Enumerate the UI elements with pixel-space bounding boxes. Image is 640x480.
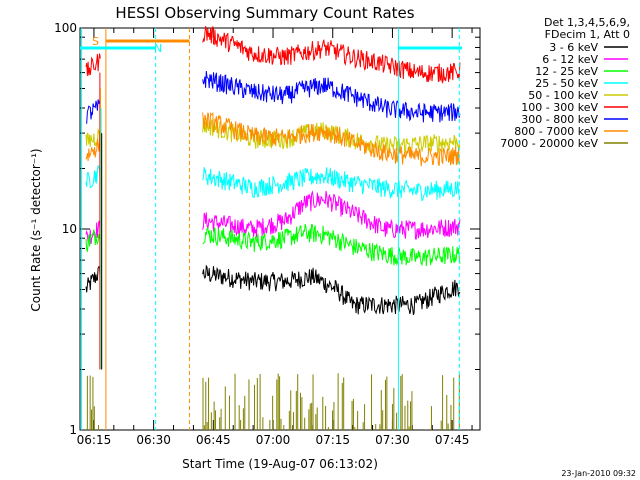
annotation-s: S [92, 35, 99, 48]
y-tick-label: 10 [62, 222, 77, 236]
y-axis-label: Count Rate (s⁻¹ detector⁻¹) [29, 148, 43, 311]
timestamp: 23-Jan-2010 09:32 [561, 469, 636, 478]
series-12-25keV [85, 223, 461, 267]
series-line [85, 111, 461, 167]
series-line [85, 165, 461, 202]
legend-label: 12 - 25 keV [535, 65, 598, 78]
series-3-6keV [85, 264, 461, 315]
legend-label: 7000 - 20000 keV [500, 137, 598, 150]
series-100-300keV [85, 26, 461, 85]
series-25-50keV [85, 165, 461, 202]
series-line [86, 71, 461, 124]
legend-header-line-1: Det 1,3,4,5,6,9, [544, 16, 630, 29]
legend-label: 800 - 7000 keV [514, 125, 598, 138]
series-6-12keV [85, 190, 461, 245]
x-tick-label: 07:45 [435, 433, 470, 447]
chart-title: HESSI Observing Summary Count Rates [115, 4, 414, 22]
y-tick-label: 1 [69, 423, 77, 437]
x-tick-label: 06:30 [136, 433, 171, 447]
legend-label: 50 - 100 keV [528, 89, 598, 102]
series-line [85, 264, 461, 315]
x-tick-label: 06:45 [196, 433, 231, 447]
legend-label: 300 - 800 keV [521, 113, 598, 126]
y-tick-label: 100 [54, 21, 77, 35]
legend-label: 6 - 12 keV [542, 53, 598, 66]
annotation-n: N [154, 42, 162, 55]
x-axis-label: Start Time (19-Aug-07 06:13:02) [182, 457, 378, 471]
series-line [85, 26, 461, 85]
legend-label: 3 - 6 keV [549, 41, 598, 54]
series-line [85, 190, 461, 245]
series-800-7000keV [85, 111, 461, 167]
legend-label: 100 - 300 keV [521, 101, 598, 114]
legend-header-line-2: FDecim 1, Att 0 [545, 28, 630, 41]
series-300-800keV [86, 71, 461, 124]
series-line [85, 223, 461, 267]
x-tick-label: 07:30 [375, 433, 410, 447]
legend-label: 25 - 50 keV [535, 77, 598, 90]
x-tick-label: 07:00 [256, 433, 291, 447]
x-tick-label: 06:15 [77, 433, 112, 447]
x-tick-label: 07:15 [315, 433, 350, 447]
series-7000-20000keV [86, 373, 460, 430]
